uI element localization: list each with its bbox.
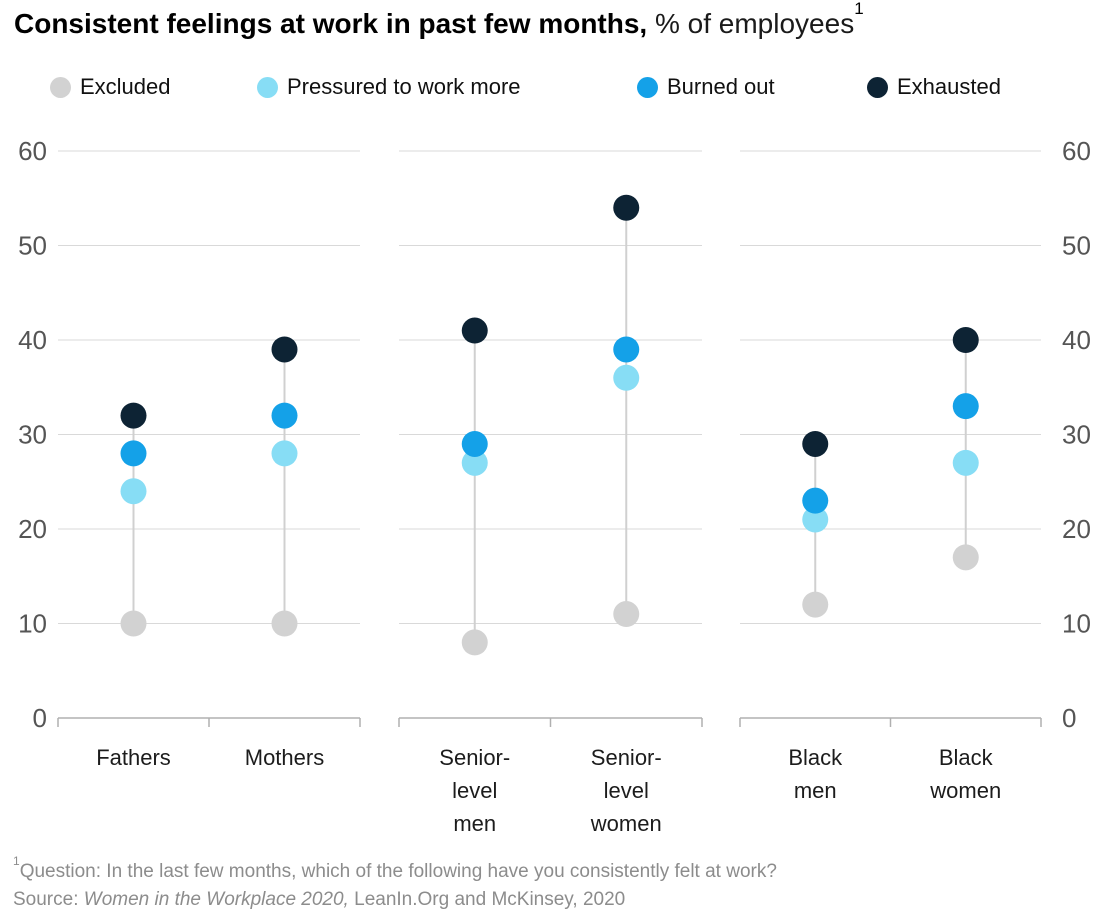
y-axis-label-left-20: 20: [18, 514, 47, 544]
category-label-mothers: Mothers: [245, 745, 324, 770]
dot-exhausted-black-women: [952, 327, 979, 353]
dot-pressured-to-work-more-fathers: [120, 478, 147, 505]
dot-pressured-to-work-more-senior-level-men: [461, 449, 488, 476]
legend-label-exhausted: Exhausted: [897, 74, 1001, 99]
legend-label-excluded: Excluded: [80, 74, 171, 99]
dot-burned-out-black-women: [952, 393, 979, 420]
legend-label-burned-out: Burned out: [667, 74, 775, 99]
dot-burned-out-fathers: [120, 440, 147, 467]
dot-pressured-to-work-more-black-men: [802, 506, 829, 533]
y-axis-label-left-50: 50: [18, 231, 47, 261]
dot-exhausted-black-men: [802, 430, 829, 457]
excluded-dot-icon: [50, 76, 71, 98]
y-axis-label-left-30: 30: [18, 420, 47, 450]
category-label-black-women: Black women: [929, 745, 1001, 803]
footnote-source-line: Source: Women in the Workplace 2020, Lea…: [13, 886, 777, 914]
pressured-dot-icon: [257, 76, 278, 98]
footnote-source-rest: LeanIn.Org and McKinsey, 2020: [348, 889, 626, 910]
chart-title: Consistent feelings at work in past few …: [14, 0, 864, 42]
exhausted-dot-icon: [867, 76, 888, 98]
dot-plot: 0 0 10 10 20 20 30 30 40 40 50 50 60 60 Fathers Mothers…: [18, 136, 1091, 836]
y-axis-label-right-30: 30: [1062, 420, 1091, 450]
category-label-fathers: Fathers: [96, 745, 171, 770]
chart-footnote: 1Question: In the last few months, which…: [13, 855, 777, 914]
category-label-senior-level-women: Senior-level women: [590, 745, 662, 836]
y-axis-label-right-60: 60: [1062, 136, 1091, 166]
dot-burned-out-black-men: [802, 487, 829, 514]
dot-excluded-senior-level-men: [461, 629, 488, 656]
y-axis-label-right-40: 40: [1062, 325, 1091, 355]
footnote-marker: 1: [13, 853, 20, 868]
y-axis-label-left-0: 0: [33, 703, 47, 733]
dot-exhausted-senior-level-women: [613, 194, 640, 221]
burned-out-dot-icon: [637, 76, 658, 98]
category-label-black-men: Black men: [788, 745, 843, 803]
y-axis-label-left-40: 40: [18, 325, 47, 355]
dot-pressured-to-work-more-senior-level-women: [613, 364, 640, 391]
y-axis-label-left-60: 60: [18, 136, 47, 166]
y-axis-label-right-0: 0: [1062, 703, 1076, 733]
dot-excluded-black-women: [952, 544, 979, 571]
y-axis-label-right-50: 50: [1062, 231, 1091, 261]
legend-item-excluded: Excluded: [50, 74, 171, 100]
dot-pressured-to-work-more-black-women: [952, 449, 979, 476]
chart-title-footnote-marker: 1: [854, 0, 864, 18]
y-axis-label-right-20: 20: [1062, 514, 1091, 544]
dot-pressured-to-work-more-mothers: [271, 440, 298, 467]
legend-item-exhausted: Exhausted: [867, 74, 1001, 100]
chart-title-bold: Consistent feelings at work in past few …: [14, 8, 648, 39]
chart-title-unit: % of employees: [647, 8, 855, 39]
dot-excluded-black-men: [802, 591, 829, 618]
dot-excluded-senior-level-women: [613, 601, 640, 628]
dot-excluded-mothers: [271, 610, 298, 637]
footnote-question-text: Question: In the last few months, which …: [19, 861, 777, 882]
dot-burned-out-senior-level-men: [461, 430, 488, 457]
dot-exhausted-mothers: [271, 336, 298, 363]
y-axis-label-right-10: 10: [1062, 609, 1091, 639]
legend-label-pressured: Pressured to work more: [287, 74, 521, 99]
category-label-senior-level-men: Senior-level men: [439, 745, 510, 836]
dot-burned-out-mothers: [271, 402, 298, 429]
dot-exhausted-senior-level-men: [461, 317, 488, 344]
footnote-source-prefix: Source:: [13, 889, 84, 910]
legend-item-pressured: Pressured to work more: [257, 74, 521, 100]
y-axis-label-left-10: 10: [18, 609, 47, 639]
dot-excluded-fathers: [120, 610, 147, 637]
dot-burned-out-senior-level-women: [613, 336, 640, 363]
footnote-question-line: 1Question: In the last few months, which…: [13, 855, 777, 886]
footnote-source-title: Women in the Workplace 2020,: [83, 889, 349, 910]
dot-exhausted-fathers: [120, 402, 147, 429]
legend-item-burned-out: Burned out: [637, 74, 775, 100]
